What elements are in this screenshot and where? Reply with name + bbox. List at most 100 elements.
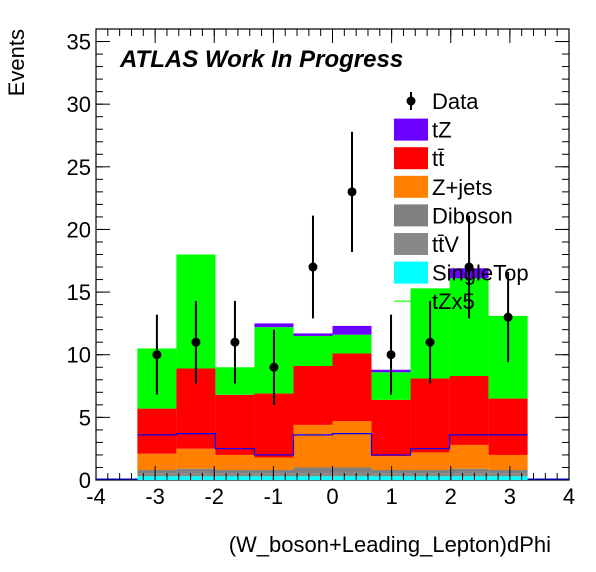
bar-Diboson-2	[215, 469, 255, 474]
data-points	[152, 131, 513, 405]
bar-Diboson-5	[332, 467, 372, 473]
x-tick-label-4: 0	[326, 484, 338, 509]
bar-Diboson-3	[254, 469, 294, 474]
bar-Z+jets-1	[176, 448, 216, 469]
bar-SingleTop-2	[215, 476, 255, 480]
bar-tt-2	[215, 394, 255, 455]
bar-ttV-8	[449, 473, 489, 477]
x-tick-label-2: -2	[204, 484, 224, 509]
legend-label-1: tZ	[432, 118, 452, 143]
bar-tt-0	[137, 408, 177, 454]
bar-SingleTop-9	[488, 476, 528, 480]
bar-tt-5	[332, 353, 372, 422]
bar-Z+jets-7	[410, 452, 450, 470]
x-tick-label-0: -4	[86, 484, 106, 509]
atlas-annotation: ATLAS Work In Progress	[119, 46, 403, 73]
bar-tZ-5	[332, 334, 372, 354]
y-axis-title: Events	[4, 29, 29, 96]
data-point-3	[269, 362, 279, 372]
legend-marker	[406, 96, 416, 106]
bar-Diboson-6	[371, 469, 411, 474]
data-point-5	[347, 187, 357, 197]
data-point-8	[464, 262, 474, 272]
tzx5-step-line	[137, 433, 528, 456]
bar-Diboson-7	[410, 469, 450, 474]
bar-ttV-3	[254, 473, 294, 477]
bar-ttV-0	[137, 473, 177, 477]
bar-SingleTop-4	[293, 476, 333, 480]
bar-tt-9	[488, 398, 528, 455]
bar-tZ-5	[332, 325, 372, 335]
bar-Z+jets-3	[254, 457, 294, 470]
bar-ttV-7	[410, 473, 450, 477]
data-point-0	[152, 350, 162, 360]
y-tick-label-6: 30	[67, 92, 91, 117]
bar-Z+jets-2	[215, 454, 255, 470]
bar-ttV-4	[293, 473, 333, 477]
legend-swatch-3	[394, 175, 428, 198]
bar-SingleTop-7	[410, 476, 450, 480]
legend-label-3: Z+jets	[432, 175, 493, 200]
bar-tZ-3	[254, 323, 294, 328]
bar-ttV-6	[371, 473, 411, 477]
bar-Z+jets-5	[332, 421, 372, 468]
bar-tt-4	[293, 365, 333, 425]
legend-swatch-2	[394, 147, 428, 170]
legend-label-0: Data	[432, 89, 479, 114]
data-point-1	[191, 337, 201, 347]
bar-SingleTop-5	[332, 476, 372, 480]
y-tick-label-4: 20	[67, 217, 91, 242]
x-tick-label-6: 2	[445, 484, 457, 509]
data-point-6	[386, 350, 396, 360]
bar-SingleTop-0	[137, 476, 177, 480]
data-point-2	[230, 337, 240, 347]
x-tick-label-8: 4	[563, 484, 575, 509]
data-point-9	[503, 312, 513, 322]
bar-Z+jets-4	[293, 424, 333, 468]
bar-Diboson-8	[449, 468, 489, 474]
legend-label-7: tZx5	[432, 289, 475, 314]
bar-SingleTop-1	[176, 476, 216, 480]
legend-swatch-4	[394, 204, 428, 227]
y-tick-label-1: 5	[79, 405, 91, 430]
y-tick-label-7: 35	[67, 30, 91, 55]
x-tick-label-3: -1	[264, 484, 284, 509]
data-point-4	[308, 262, 318, 272]
legend-label-4: Diboson	[432, 203, 513, 228]
legend-label-2: tt̄	[432, 146, 444, 171]
tzx5-line	[96, 433, 569, 480]
y-tick-label-0: 0	[79, 468, 91, 493]
bar-Diboson-9	[488, 469, 528, 474]
bar-SingleTop-6	[371, 476, 411, 480]
y-tick-label-2: 10	[67, 343, 91, 368]
bar-SingleTop-3	[254, 476, 294, 480]
bar-ttV-1	[176, 473, 216, 477]
bar-tZ-4	[293, 335, 333, 366]
x-tick-label-1: -3	[145, 484, 165, 509]
bar-ttV-2	[215, 473, 255, 477]
bar-Z+jets-9	[488, 454, 528, 470]
bar-tZ-4	[293, 333, 333, 336]
x-tick-label-7: 3	[504, 484, 516, 509]
bar-ttV-5	[332, 472, 372, 477]
data-point-7	[425, 337, 435, 347]
y-tick-label-3: 15	[67, 280, 91, 305]
x-axis: -4 -3 -2 -1 0 1 2 3 4	[86, 29, 575, 509]
bar-tt-8	[449, 376, 489, 445]
bar-tt-7	[410, 378, 450, 453]
legend-swatch-6	[394, 261, 428, 284]
bar-Diboson-1	[176, 468, 216, 474]
y-tick-label-5: 25	[67, 155, 91, 180]
bar-Diboson-4	[293, 467, 333, 474]
legend-swatch-1	[394, 118, 428, 141]
bar-Z+jets-8	[449, 444, 489, 469]
legend-label-5: tt̄V	[432, 232, 459, 257]
legend-swatch-5	[394, 233, 428, 255]
bar-tt-6	[371, 399, 411, 457]
bar-Diboson-0	[137, 469, 177, 474]
x-tick-label-5: 1	[386, 484, 398, 509]
y-axis: 0 5 10 15 20 25 30 35	[67, 28, 569, 493]
legend-label-6: SingleTop	[432, 261, 529, 286]
legend: Data tZ tt̄ Z+jets Diboson tt̄V SingleTop tZx5	[394, 89, 529, 314]
